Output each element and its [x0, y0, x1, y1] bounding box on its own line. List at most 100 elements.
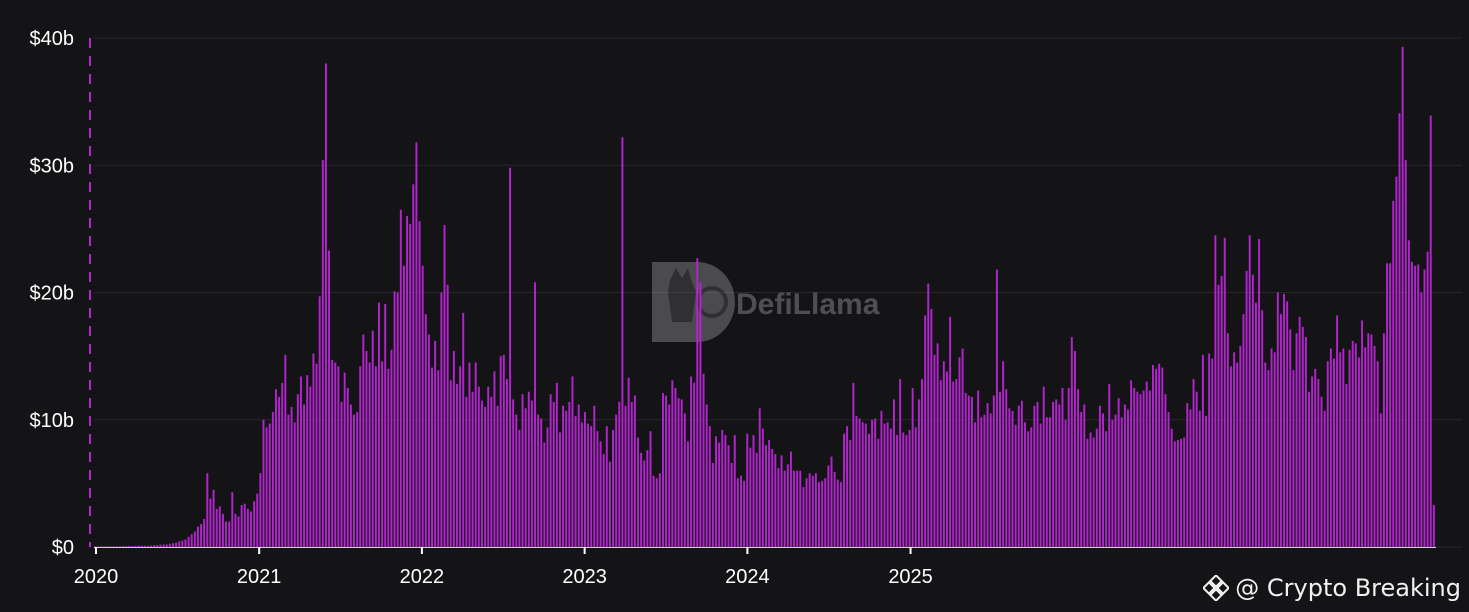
bar-166	[612, 429, 614, 547]
bar-233	[821, 480, 824, 547]
bar-79	[340, 401, 343, 547]
bar-159	[590, 426, 593, 547]
bar-428	[1429, 115, 1432, 548]
bar-376	[1267, 370, 1270, 547]
bar-365	[1233, 352, 1236, 547]
bar-350	[1186, 403, 1189, 547]
bar-199	[715, 436, 717, 547]
bar-42	[225, 521, 228, 547]
bar-280	[967, 395, 970, 547]
bar-286	[986, 403, 989, 547]
bar-118	[462, 312, 465, 547]
bar-313	[1070, 337, 1073, 547]
bar-358	[1211, 358, 1214, 547]
bar-158	[587, 423, 590, 547]
bar-111	[440, 292, 443, 547]
bar-346	[1173, 441, 1176, 547]
bar-80	[343, 372, 346, 547]
bar-17	[147, 545, 149, 547]
bar-137	[521, 394, 524, 547]
bar-152	[568, 401, 571, 547]
bar-370	[1248, 235, 1251, 548]
bar-82	[349, 404, 352, 547]
bar-70	[312, 353, 315, 547]
bar-140	[530, 400, 533, 547]
bar-132	[505, 379, 508, 547]
bar-327	[1114, 414, 1117, 547]
bar-355	[1201, 354, 1204, 547]
bar-52	[256, 493, 259, 547]
bar-388	[1304, 337, 1307, 547]
bar-232	[818, 482, 820, 547]
bar-238	[836, 479, 839, 547]
bar-226	[799, 470, 802, 547]
bar-214	[761, 428, 764, 547]
bar-67	[303, 404, 306, 547]
bar-164	[605, 426, 608, 547]
bar-76	[331, 359, 334, 547]
bar-409	[1370, 334, 1373, 547]
bar-63	[290, 407, 293, 547]
bar-156	[580, 422, 583, 547]
bar-224	[793, 470, 796, 547]
bar-255	[889, 428, 892, 547]
bar-13	[134, 545, 137, 547]
bar-57	[271, 412, 274, 547]
bar-239	[839, 482, 842, 547]
bar-167	[615, 414, 618, 547]
bar-175	[640, 452, 643, 547]
bar-374	[1261, 310, 1264, 547]
bar-22	[162, 544, 165, 547]
bar-429	[1432, 505, 1435, 547]
bar-116	[456, 384, 458, 547]
credit-badge: @ Crypto Breaking	[1203, 574, 1461, 602]
bar-221	[783, 470, 786, 547]
bar-420	[1404, 160, 1407, 547]
bar-71	[315, 363, 318, 547]
bar-151	[565, 410, 568, 547]
bar-243	[852, 382, 855, 547]
bar-196	[705, 404, 708, 547]
bar-273	[946, 371, 948, 547]
bar-272	[942, 361, 945, 547]
bar-219	[777, 468, 780, 547]
bar-369	[1245, 270, 1248, 547]
bar-20	[156, 545, 159, 547]
bar-257	[896, 435, 899, 547]
bar-372	[1254, 302, 1257, 547]
bar-395	[1326, 361, 1329, 547]
bar-47	[240, 505, 243, 547]
llama-logo-icon	[652, 262, 735, 342]
bar-104	[418, 221, 421, 548]
bar-144	[543, 442, 546, 547]
bar-324	[1105, 431, 1108, 547]
bar-301	[1033, 405, 1036, 547]
bar-33	[196, 526, 199, 547]
bar-300	[1030, 427, 1033, 547]
bar-30	[187, 536, 190, 547]
bar-382	[1286, 301, 1289, 547]
bar-127	[490, 396, 493, 547]
bar-128	[493, 371, 496, 547]
bar-27	[178, 541, 181, 547]
bar-212	[755, 452, 758, 547]
bar-187	[677, 398, 680, 547]
bar-223	[789, 451, 792, 547]
bar-9	[122, 546, 125, 547]
bar-16	[143, 545, 146, 547]
y-tick-label-1: $10b	[30, 410, 75, 432]
bar-338	[1148, 390, 1151, 547]
bar-341	[1158, 363, 1161, 547]
bar-112	[443, 225, 446, 547]
bar-8	[118, 546, 121, 547]
bar-45	[234, 513, 237, 547]
bar-176	[643, 460, 646, 547]
bar-414	[1386, 263, 1388, 547]
bar-184	[668, 404, 671, 547]
bar-32	[193, 531, 196, 547]
bar-343	[1164, 394, 1167, 547]
bar-203	[727, 445, 730, 547]
bar-231	[814, 473, 817, 547]
bar-174	[637, 437, 639, 547]
